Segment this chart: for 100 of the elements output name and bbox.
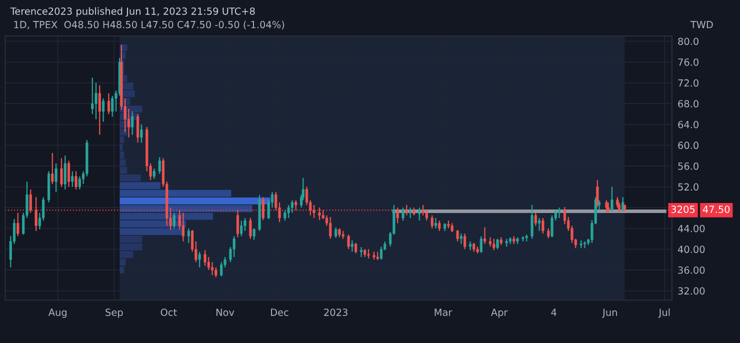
- candlestick: [434, 217, 438, 229]
- candlestick: [98, 84, 101, 136]
- candlestick: [67, 160, 70, 188]
- candlestick: [91, 77, 94, 115]
- candlestick: [152, 168, 156, 180]
- candlestick: [210, 262, 214, 276]
- candlestick: [54, 162, 58, 193]
- candlestick: [596, 179, 599, 208]
- y-tick-label: 56.0: [678, 162, 698, 170]
- bar: [120, 182, 160, 190]
- x-tick-label: Dec: [271, 308, 288, 316]
- candlestick: [605, 200, 608, 214]
- candlestick: [240, 220, 243, 237]
- x-tick-label: Aug: [48, 308, 66, 318]
- bar: [120, 205, 252, 212]
- candlestick: [244, 217, 246, 232]
- y-tick-label: 60.0: [678, 142, 698, 150]
- candlestick: [51, 152, 54, 185]
- candlestick: [583, 240, 586, 249]
- candlestick: [16, 212, 20, 237]
- y-tick-label: 76.0: [678, 58, 698, 66]
- candlestick: [107, 92, 110, 115]
- candlestick: [172, 212, 176, 229]
- candlestick: [350, 240, 354, 252]
- candlestick: [29, 188, 32, 214]
- bar: [120, 190, 232, 197]
- y-tick-label: 32.00: [678, 287, 705, 295]
- candlestick: [252, 228, 256, 240]
- y-tick-label: 52.0: [678, 183, 698, 191]
- candlestick: [329, 216, 332, 240]
- y-tick-label: 64.0: [678, 120, 698, 128]
- ref-line-label: 47.50: [702, 206, 730, 214]
- candlestick: [102, 98, 105, 122]
- x-tick-label: Jun: [602, 308, 617, 318]
- annotation: 3205: [671, 206, 695, 214]
- candlestick: [74, 170, 78, 190]
- candlestick: [182, 212, 185, 242]
- candlestick: [158, 156, 161, 174]
- candlestick: [534, 212, 537, 226]
- candlestick: [530, 204, 534, 240]
- x-tick-label: Mar: [434, 308, 452, 316]
- candlestick: [236, 210, 240, 238]
- candlestick: [318, 207, 321, 221]
- candlestick: [456, 229, 459, 242]
- candlestick: [140, 124, 143, 144]
- candlestick: [464, 233, 466, 250]
- candlestick: [312, 204, 316, 219]
- candlestick: [547, 228, 550, 239]
- candlestick: [64, 155, 66, 190]
- candlestick: [409, 207, 412, 219]
- candlestick: [558, 207, 561, 219]
- candlestick: [367, 248, 370, 260]
- candlestick: [616, 196, 619, 208]
- candlestick: [34, 196, 38, 232]
- candlestick: [334, 226, 338, 238]
- candlestick: [483, 226, 486, 245]
- x-tick-label: Nov: [216, 308, 234, 316]
- candlestick: [418, 207, 421, 222]
- y-axis-title: TWD: [690, 21, 713, 28]
- candlestick: [380, 246, 383, 260]
- candlestick: [438, 220, 441, 232]
- candlestick: [127, 108, 130, 138]
- candlestick: [610, 186, 614, 212]
- y-tick-label: 44.00: [678, 224, 705, 232]
- candlestick: [136, 113, 140, 144]
- candlestick: [287, 204, 290, 219]
- x-tick-label: Jul: [658, 308, 670, 318]
- candlestick: [405, 204, 408, 216]
- candlestick: [488, 236, 492, 248]
- candlestick: [294, 200, 298, 211]
- y-tick-label: 80.0: [678, 38, 698, 46]
- candlestick: [396, 207, 399, 224]
- y-tick-label: 36.00: [678, 266, 705, 274]
- candlestick: [538, 217, 541, 232]
- candlestick: [492, 238, 496, 251]
- y-tick-label: 40.00: [678, 246, 705, 254]
- text: Terence2023 published Jun 11, 2023 21:59 UTC+8: [10, 7, 255, 17]
- x-tick-label: Sep: [106, 308, 123, 318]
- candlestick: [198, 251, 201, 268]
- candlestick: [71, 170, 74, 188]
- candlestick: [204, 250, 206, 266]
- candlestick: [232, 236, 236, 258]
- chart-title: 1D, TPEX O48.50 H48.50 L47.50 C47.50 -0.50 (-1.04%): [14, 20, 284, 30]
- y-tick-label: 68.0: [678, 100, 698, 108]
- candlestick: [480, 236, 482, 254]
- candlestick: [354, 242, 358, 254]
- x-tick-label: Oct: [160, 308, 177, 316]
- candlestick: [60, 158, 63, 188]
- candlestick: [360, 246, 363, 258]
- candlestick: [542, 217, 544, 234]
- candlestick: [290, 200, 294, 214]
- candlestick: [402, 207, 404, 222]
- candlestick: [496, 238, 499, 250]
- candlestick: [460, 233, 462, 245]
- candlestick: [563, 206, 566, 225]
- x-tick-label: Apr: [490, 308, 508, 318]
- candlestick: [347, 234, 350, 250]
- candlestick: [249, 217, 252, 240]
- candlestick: [430, 214, 434, 229]
- candlestick: [607, 202, 610, 214]
